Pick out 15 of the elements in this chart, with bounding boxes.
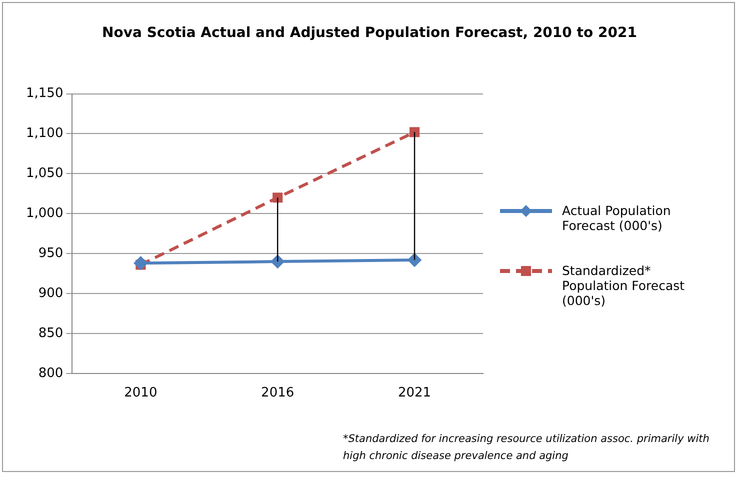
y-tick-label: 850 xyxy=(38,326,64,341)
legend-label: Standardized* Population Forecast (000's) xyxy=(562,263,686,308)
x-tick-label: 2016 xyxy=(261,386,294,401)
y-tick-label: 950 xyxy=(38,246,64,261)
y-tick-label: 1,000 xyxy=(26,206,64,222)
legend-label: Actual Population Forecast (000's) xyxy=(562,203,672,233)
y-tick-label: 900 xyxy=(38,286,64,301)
text: *Standardized for increasing resource utilization assoc. primarily with high chronic disease prevalence and aging xyxy=(343,432,710,464)
y-tick-label: 1,050 xyxy=(26,166,64,182)
chart-title: Nova Scotia Actual and Adjusted Population Forecast, 2010 to 2021 xyxy=(101,25,638,41)
y-tick-label: 800 xyxy=(38,366,64,381)
x-tick-label: 2021 xyxy=(398,386,432,401)
x-tick-label: 2010 xyxy=(124,386,158,401)
y-tick-label: 1,150 xyxy=(26,86,64,102)
y-tick-label: 1,100 xyxy=(26,126,64,142)
